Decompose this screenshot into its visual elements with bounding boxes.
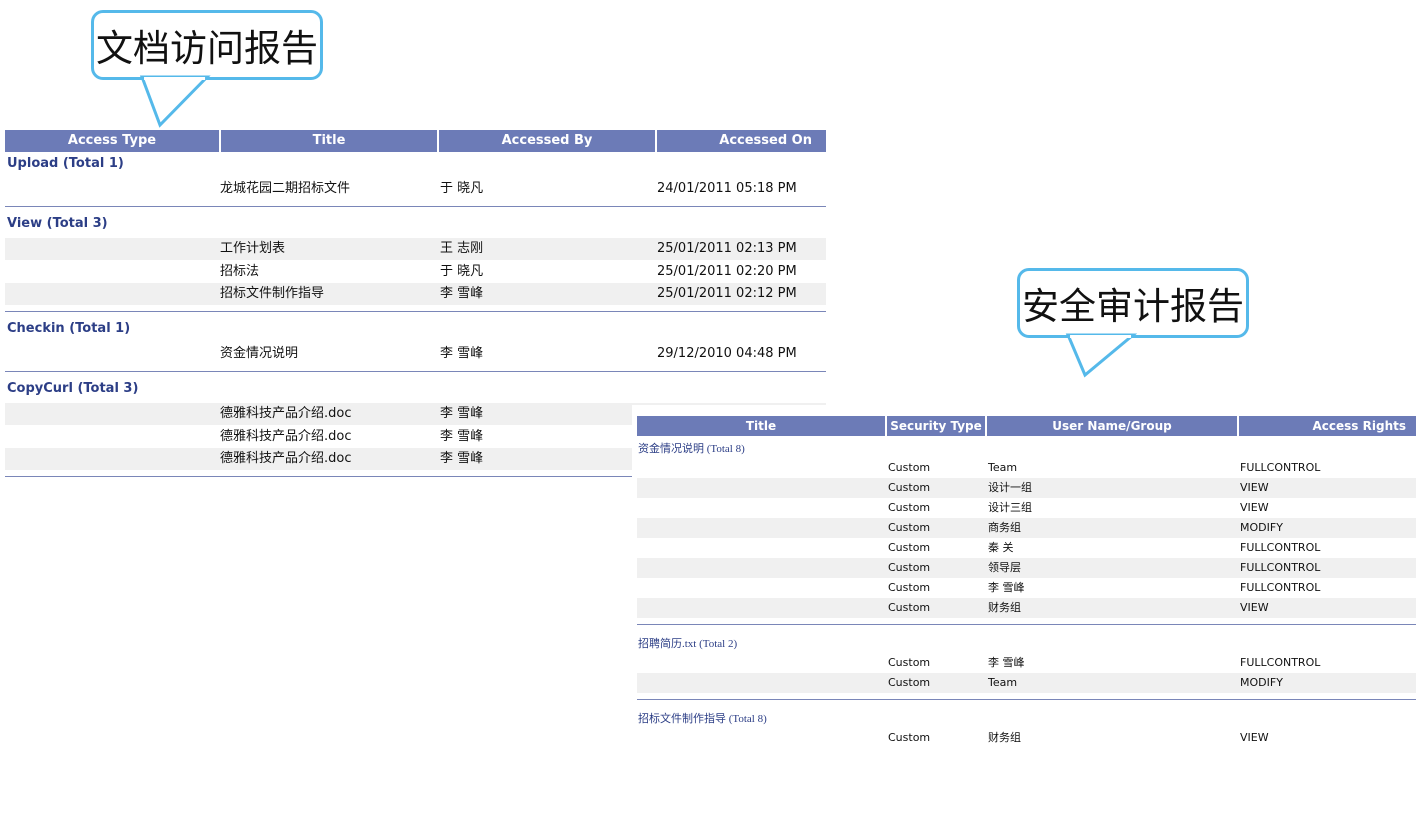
cell: 李 雪峰 — [440, 428, 484, 444]
separator — [5, 371, 826, 372]
cell: Custom — [888, 731, 931, 744]
cell: 设计三组 — [988, 501, 1032, 514]
row-stripe — [5, 283, 826, 305]
group-label: 招聘简历.txt (Total 2) — [638, 638, 738, 650]
cell: 领导层 — [988, 561, 1021, 574]
cell: Custom — [888, 601, 931, 614]
cell: 于 晓凡 — [440, 181, 484, 196]
cell: VIEW — [1240, 481, 1269, 494]
cell: VIEW — [1240, 501, 1269, 514]
cell: 设计一组 — [988, 481, 1032, 494]
cell: VIEW — [1240, 731, 1269, 744]
cell: 商务组 — [988, 521, 1021, 534]
cell: 资金情况说明 — [220, 346, 299, 361]
separator — [637, 699, 1416, 700]
cell: MODIFY — [1240, 521, 1283, 534]
cell: Custom — [888, 676, 931, 689]
row-stripe — [637, 673, 1416, 693]
group-label: Upload (Total 1) — [7, 156, 124, 171]
column-header: Access Type — [5, 130, 219, 152]
cell: 工作计划表 — [220, 241, 286, 256]
separator — [637, 624, 1416, 625]
cell: FULLCONTROL — [1240, 581, 1321, 594]
cell: 于 晓凡 — [440, 263, 484, 279]
cell: 25/01/2011 02:12 PM — [657, 286, 797, 301]
cell: FULLCONTROL — [1240, 461, 1321, 474]
cell: Custom — [888, 521, 931, 534]
column-header: Accessed By — [439, 130, 655, 152]
cell: 招标文件制作指导 — [220, 286, 325, 301]
cell: Custom — [888, 581, 931, 594]
callout: 文档访问报告 — [91, 10, 323, 80]
group-label: Checkin (Total 1) — [7, 321, 131, 336]
separator — [5, 476, 826, 477]
cell: FULLCONTROL — [1240, 656, 1321, 669]
cell: 招标法 — [220, 263, 260, 279]
separator — [5, 311, 826, 312]
cell: Custom — [888, 501, 931, 514]
cell: Team — [988, 676, 1018, 689]
cell: 24/01/2011 05:18 PM — [657, 181, 797, 196]
callout: 安全审计报告 — [1017, 268, 1249, 338]
row-stripe — [637, 478, 1416, 498]
cell: 李 雪峰 — [440, 286, 484, 301]
cell: 德雅科技产品介绍.doc — [220, 451, 352, 466]
cell: Custom — [888, 656, 931, 669]
cell: 德雅科技产品介绍.doc — [220, 428, 352, 444]
cell: Team — [988, 461, 1018, 474]
row-stripe — [5, 448, 826, 470]
column-header: Security Type — [887, 416, 985, 436]
cell: VIEW — [1240, 601, 1269, 614]
row-stripe — [5, 238, 826, 260]
group-label: 资金情况说明 (Total 8) — [638, 443, 745, 455]
cell: 王 志刚 — [440, 241, 484, 256]
column-header: Title — [637, 416, 885, 436]
cell: 29/12/2010 04:48 PM — [657, 346, 797, 361]
cell: Custom — [888, 541, 931, 554]
separator — [5, 206, 826, 207]
column-header: User Name/Group — [987, 416, 1237, 436]
pointer — [139, 75, 211, 128]
row-stripe — [637, 598, 1416, 618]
cell: 李 雪峰 — [440, 406, 484, 421]
cell: Custom — [888, 561, 931, 574]
cell: 25/01/2011 02:13 PM — [657, 241, 797, 256]
group-label: 招标文件制作指导 (Total 8) — [638, 713, 767, 725]
row-stripe — [637, 518, 1416, 538]
cell: 25/01/2011 02:20 PM — [657, 263, 797, 279]
cell: FULLCONTROL — [1240, 541, 1321, 554]
row-stripe — [637, 558, 1416, 578]
cell: 财务组 — [988, 731, 1021, 744]
group-label: View (Total 3) — [7, 216, 108, 231]
callout-pointer — [1065, 333, 1138, 378]
callout-pointer — [139, 75, 211, 128]
cell: MODIFY — [1240, 676, 1283, 689]
cell: 李 雪峰 — [440, 451, 484, 466]
cell: Custom — [888, 461, 931, 474]
pointer — [1065, 333, 1138, 378]
cell: 李 雪峰 — [988, 656, 1025, 669]
column-header: Access Rights — [1239, 416, 1416, 436]
cell: FULLCONTROL — [1240, 561, 1321, 574]
cell: 秦 关 — [988, 541, 1014, 554]
cell: 李 雪峰 — [440, 346, 484, 361]
cell: 龙城花园二期招标文件 — [220, 181, 351, 196]
cell: 德雅科技产品介绍.doc — [220, 406, 352, 421]
cell: 李 雪峰 — [988, 581, 1025, 594]
row-stripe — [5, 403, 826, 425]
group-label: CopyCurl (Total 3) — [7, 381, 139, 396]
column-header: Accessed On — [657, 130, 826, 152]
cell: Custom — [888, 481, 931, 494]
column-header: Title — [221, 130, 437, 152]
cell: 财务组 — [988, 601, 1021, 614]
